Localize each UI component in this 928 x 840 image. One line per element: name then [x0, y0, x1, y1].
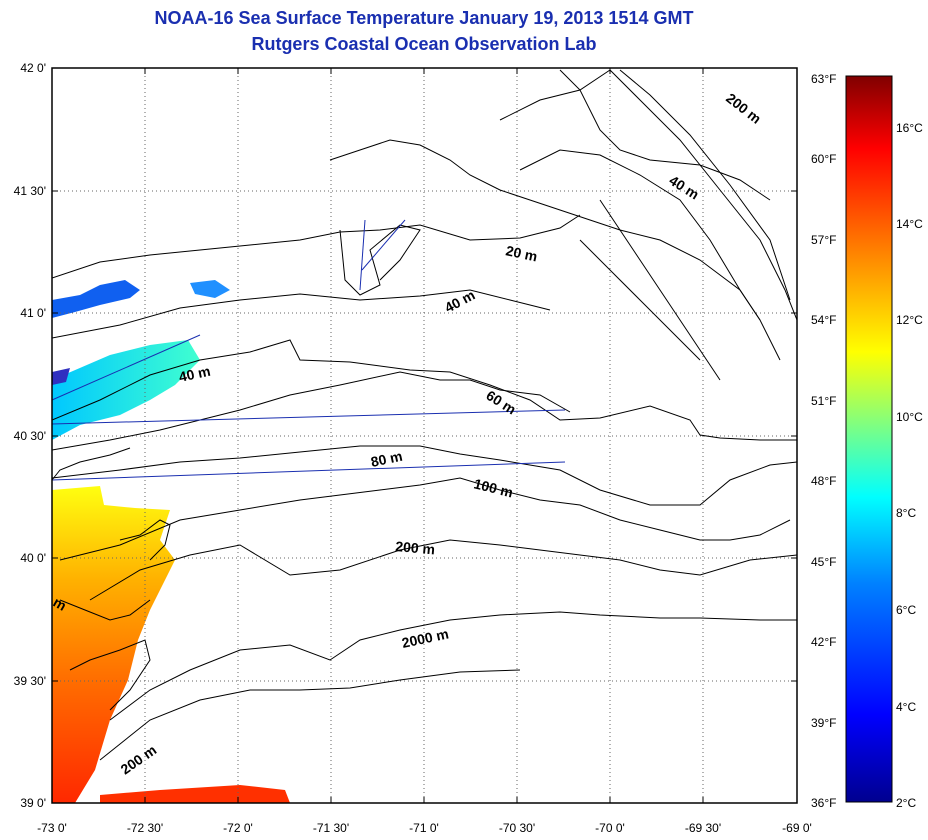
- celsius-label: 2°C: [896, 796, 916, 810]
- contour-label-200m-mid: 200 m: [395, 538, 436, 557]
- contour-label-2000m: 2000 m: [400, 625, 450, 651]
- lon-label: -72 0': [223, 821, 253, 835]
- lon-label: -69 30': [685, 821, 721, 835]
- lat-label: 39 30': [14, 674, 46, 688]
- fahrenheit-label: 63°F: [811, 72, 836, 86]
- fahrenheit-label: 48°F: [811, 474, 836, 488]
- celsius-label: 6°C: [896, 603, 916, 617]
- contour-label-40m-w: 40 m: [177, 363, 212, 385]
- satellite-tracks: [51, 219, 566, 481]
- lat-label: 39 0': [20, 796, 46, 810]
- contour-label-100m: 100 m: [472, 475, 514, 500]
- celsius-label: 10°C: [896, 410, 923, 424]
- contour-label-200m-sw: 200 m: [118, 742, 160, 778]
- contour-label-80m: 80 m: [369, 448, 404, 470]
- celsius-label: 4°C: [896, 700, 916, 714]
- sst-blue-patch-3: [52, 368, 70, 385]
- lon-label: -71 30': [313, 821, 349, 835]
- lon-label: -69 0': [782, 821, 812, 835]
- fahrenheit-label: 45°F: [811, 555, 836, 569]
- fahrenheit-label: 42°F: [811, 635, 836, 649]
- map-grid: [52, 68, 797, 803]
- fahrenheit-label: 39°F: [811, 716, 836, 730]
- frame-ticks: [51, 67, 798, 804]
- sst-warm-bottom: [100, 785, 290, 803]
- sst-blue-patch: [52, 280, 140, 318]
- lat-label: 40 0': [20, 551, 46, 565]
- lon-label: -72 30': [127, 821, 163, 835]
- fahrenheit-label: 51°F: [811, 394, 836, 408]
- contour-label-40m-ne: 40 m: [666, 172, 702, 202]
- fahrenheit-label: 57°F: [811, 233, 836, 247]
- celsius-label: 16°C: [896, 121, 923, 135]
- bathymetry-contours: [52, 69, 797, 761]
- celsius-label: 8°C: [896, 506, 916, 520]
- sst-blue-patch-2: [190, 280, 230, 298]
- fahrenheit-label: 54°F: [811, 313, 836, 327]
- lon-label: -71 0': [409, 821, 439, 835]
- celsius-label: 12°C: [896, 313, 923, 327]
- fahrenheit-label: 60°F: [811, 152, 836, 166]
- lon-label: -70 0': [595, 821, 625, 835]
- fahrenheit-label: 36°F: [811, 796, 836, 810]
- lon-label: -73 0': [37, 821, 67, 835]
- map-title: NOAA-16 Sea Surface Temperature January …: [154, 8, 694, 28]
- sst-data: [52, 280, 290, 803]
- celsius-label: 14°C: [896, 217, 923, 231]
- lat-label: 40 30': [14, 429, 46, 443]
- lat-label: 41 30': [14, 184, 46, 198]
- sst-warm-patch: [52, 486, 175, 803]
- colorbar: [845, 75, 893, 803]
- lat-label: 42 0': [20, 61, 46, 75]
- lon-label: -70 30': [499, 821, 535, 835]
- sst-cool-patch: [52, 340, 200, 440]
- map-subtitle: Rutgers Coastal Ocean Observation Lab: [251, 34, 597, 54]
- contour-label-20m: 20 m: [504, 242, 539, 264]
- lat-label: 41 0': [20, 306, 46, 320]
- contour-label-200m-ne: 200 m: [723, 90, 764, 127]
